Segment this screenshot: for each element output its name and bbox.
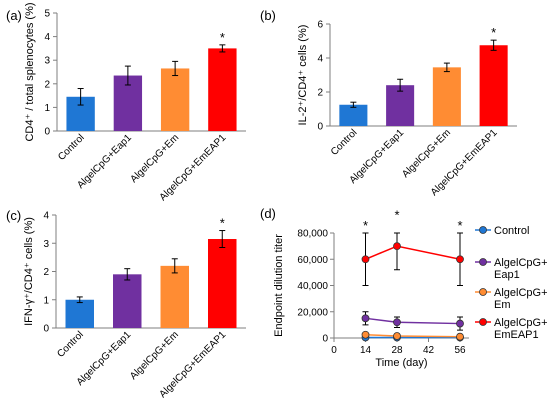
series-line xyxy=(365,317,461,325)
bar xyxy=(208,239,237,328)
y-tick-label: 4 xyxy=(43,211,49,222)
y-tick-label: 2 xyxy=(44,79,50,90)
y-axis-title: Endpoint dilution titer xyxy=(273,234,285,337)
bar xyxy=(113,274,142,328)
legend-marker xyxy=(479,226,487,234)
line-panel: (d) 0 20,000 40,000 60,000 80,000 0 14 28 42 56 Tim… xyxy=(260,206,548,369)
data-point xyxy=(456,332,464,341)
category-label: AlgelCpG+Em xyxy=(400,127,453,180)
y-axis-title: IFN-γ⁺/CD4⁺ cells (%) xyxy=(23,217,35,326)
data-point xyxy=(393,318,401,327)
panel-label: (c) xyxy=(6,208,21,223)
bar-panel-0: (a) 0 1 2 3 4 5 CD4⁺ / total splenocytes (%) Con… xyxy=(6,2,246,203)
y-tick-label: 1 xyxy=(43,295,49,306)
bar-panel-2: (c) 0 1 2 3 4 IFN-γ⁺/CD4⁺ cells (%) Control Alge… xyxy=(6,208,246,400)
x-tick-label: 42 xyxy=(423,345,435,356)
legend-marker xyxy=(479,288,487,296)
significance-mark: * xyxy=(491,25,496,40)
data-point xyxy=(456,319,464,328)
y-tick-label: 0 xyxy=(322,334,328,345)
significance-mark: * xyxy=(457,218,462,233)
y-tick-label: 0 xyxy=(317,122,323,133)
significance-mark: * xyxy=(394,208,399,223)
category-label: Control xyxy=(329,127,360,158)
legend-label: AlgelCpG+ xyxy=(494,317,548,329)
x-tick-label: 56 xyxy=(454,345,466,356)
y-tick-label: 40,000 xyxy=(297,281,328,292)
y-tick-label: 1 xyxy=(44,103,50,114)
category-label: Control xyxy=(56,132,87,163)
legend-label: AlgelCpG+ xyxy=(494,287,548,299)
significance-mark: * xyxy=(220,30,225,45)
bar xyxy=(432,67,461,126)
y-tick-label: 80,000 xyxy=(297,229,328,240)
y-axis-title: IL-2⁺/CD4⁺ cells (%) xyxy=(297,25,309,126)
x-axis-title: Time (day) xyxy=(375,357,427,369)
data-point xyxy=(361,330,370,339)
bar xyxy=(208,48,237,131)
significance-mark: * xyxy=(363,218,368,233)
panel-label: (a) xyxy=(6,8,22,23)
y-tick-label: 3 xyxy=(43,239,49,250)
y-tick-label: 20,000 xyxy=(297,307,328,318)
legend-marker xyxy=(479,258,487,266)
bar xyxy=(339,104,368,126)
legend-label: Control xyxy=(494,225,529,237)
y-tick-label: 4 xyxy=(317,54,323,65)
series-line xyxy=(365,333,461,338)
y-tick-label: 60,000 xyxy=(297,255,328,266)
legend-label: AlgelCpG+ xyxy=(494,257,548,269)
panel-label: (d) xyxy=(260,206,276,221)
y-tick-label: 2 xyxy=(317,88,323,99)
y-tick-label: 0 xyxy=(43,324,49,335)
bar xyxy=(65,299,94,328)
y-axis-title: CD4⁺ / total splenocytes (%) xyxy=(24,2,36,141)
legend: ControlAlgelCpG+Eap1AlgelCpG+EmAlgelCpG+… xyxy=(475,225,548,341)
data-point xyxy=(361,314,370,323)
bar xyxy=(479,45,508,126)
data-point xyxy=(361,255,370,264)
y-tick-label: 6 xyxy=(317,20,323,31)
legend-label: Em xyxy=(494,299,511,311)
bar xyxy=(160,265,189,328)
series-line xyxy=(365,245,461,260)
significance-mark: * xyxy=(220,216,225,231)
x-tick-label: 14 xyxy=(360,345,372,356)
legend-marker xyxy=(479,318,487,326)
category-label: AlgelCpG+Em xyxy=(128,132,181,185)
y-tick-label: 3 xyxy=(44,56,50,67)
y-tick-label: 4 xyxy=(44,32,50,43)
legend-label: EmEAP1 xyxy=(494,329,539,341)
bar xyxy=(386,85,415,126)
panel-label: (b) xyxy=(260,8,276,23)
data-point xyxy=(456,255,464,264)
data-point xyxy=(393,332,401,340)
y-tick-label: 0 xyxy=(44,127,50,138)
bar-panel-1: (b) 0 2 4 6 IL-2⁺/CD4⁺ cells (%) Control AlgelC… xyxy=(260,8,517,198)
legend-label: Eap1 xyxy=(494,269,520,281)
x-tick-label: 0 xyxy=(331,345,337,356)
category-label: Control xyxy=(55,329,86,360)
bar xyxy=(160,68,190,131)
y-tick-label: 5 xyxy=(44,9,50,20)
data-point xyxy=(393,242,401,251)
y-tick-label: 2 xyxy=(43,267,49,278)
category-label: AlgelCpG+Em xyxy=(128,329,181,382)
x-tick-label: 28 xyxy=(391,345,403,356)
